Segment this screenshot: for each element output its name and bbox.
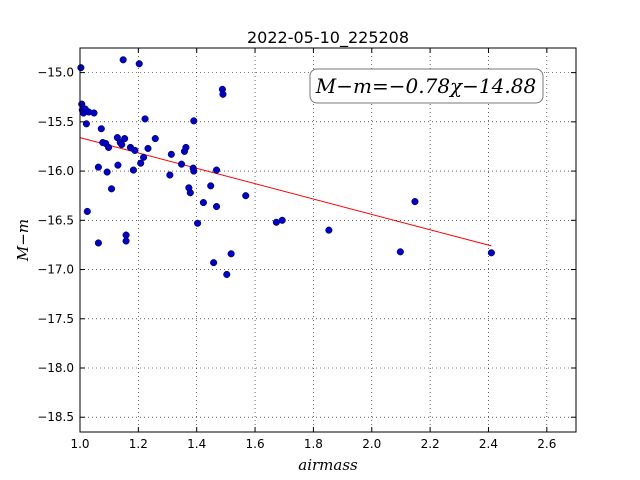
data-point (119, 56, 127, 64)
fit-equation-box: M−m=−0.78χ−14.88 (309, 68, 544, 104)
data-point (135, 60, 143, 68)
y-tick-label: −16.0 (37, 164, 74, 178)
data-point (83, 207, 91, 215)
data-point (325, 226, 333, 234)
data-point (141, 115, 149, 123)
x-tick-label: 1.2 (129, 437, 148, 451)
data-point (118, 140, 126, 149)
data-point (167, 150, 175, 158)
data-point (107, 185, 116, 193)
data-point (207, 182, 215, 190)
data-point (190, 117, 198, 125)
data-point (186, 189, 194, 197)
data-point (396, 248, 404, 256)
y-tick-label: −16.5 (37, 213, 74, 227)
data-point (77, 64, 85, 72)
x-axis-label: airmass (298, 456, 358, 474)
data-point (177, 160, 186, 168)
fit-equation: M−m=−0.78χ−14.88 (315, 74, 536, 98)
fit-line (79, 137, 492, 247)
data-point (278, 216, 286, 224)
data-point (210, 259, 218, 267)
x-tick-label: 2.4 (479, 437, 498, 451)
data-point (411, 198, 419, 206)
data-points (77, 56, 495, 279)
data-point (212, 202, 221, 211)
data-point (242, 192, 250, 200)
data-point (190, 167, 198, 175)
data-point (227, 250, 235, 258)
x-tick-label: 1.4 (187, 437, 206, 451)
data-point (166, 171, 174, 179)
x-tick-label: 1.0 (70, 437, 89, 451)
y-tick-label: −18.0 (37, 361, 74, 375)
x-tick-label: 2.6 (537, 437, 556, 451)
y-tick-labels: −15.0 −15.5 −16.0 −16.5 −17.0 −17.5 −18.0 −18.5 (37, 66, 74, 425)
data-point (114, 161, 122, 169)
x-tick-labels: 1.0 1.2 1.4 1.6 1.8 2.0 2.2 2.4 2.6 (70, 437, 556, 451)
x-tick-label: 1.8 (304, 437, 323, 451)
plot-area (80, 48, 576, 432)
data-point (194, 219, 202, 227)
y-axis-label: M−m (14, 219, 32, 262)
y-tick-label: −15.0 (37, 66, 74, 80)
y-tick-label: −15.5 (37, 115, 74, 129)
data-point (199, 199, 207, 207)
fit-line-group (79, 137, 492, 247)
data-point (129, 166, 137, 174)
data-point (94, 163, 102, 171)
y-tick-label: −17.0 (37, 263, 74, 277)
data-point (223, 270, 231, 279)
data-point (212, 166, 221, 174)
plot-frame (79, 47, 577, 433)
data-point (122, 231, 130, 239)
data-point (182, 143, 190, 151)
y-tick-label: −18.5 (37, 410, 74, 424)
annotation-box (309, 68, 544, 104)
x-tick-label: 2.0 (362, 437, 381, 451)
grid-lines (79, 48, 576, 432)
data-point (137, 159, 145, 167)
data-point (97, 125, 105, 133)
chart-title: 2022-05-10_225208 (247, 28, 409, 48)
data-point (131, 146, 139, 154)
data-point (121, 135, 129, 143)
data-point (144, 144, 152, 152)
data-point (90, 109, 98, 117)
data-point (219, 90, 227, 98)
x-tick-label: 2.2 (421, 437, 440, 451)
data-point (140, 153, 148, 161)
data-point (103, 168, 111, 176)
data-point (105, 143, 113, 151)
data-point (487, 249, 495, 257)
data-point (94, 239, 102, 247)
axis-ticks (79, 48, 576, 432)
x-tick-label: 1.6 (246, 437, 265, 451)
data-point (122, 237, 130, 245)
data-point (151, 135, 159, 143)
y-tick-label: −17.5 (37, 312, 74, 326)
